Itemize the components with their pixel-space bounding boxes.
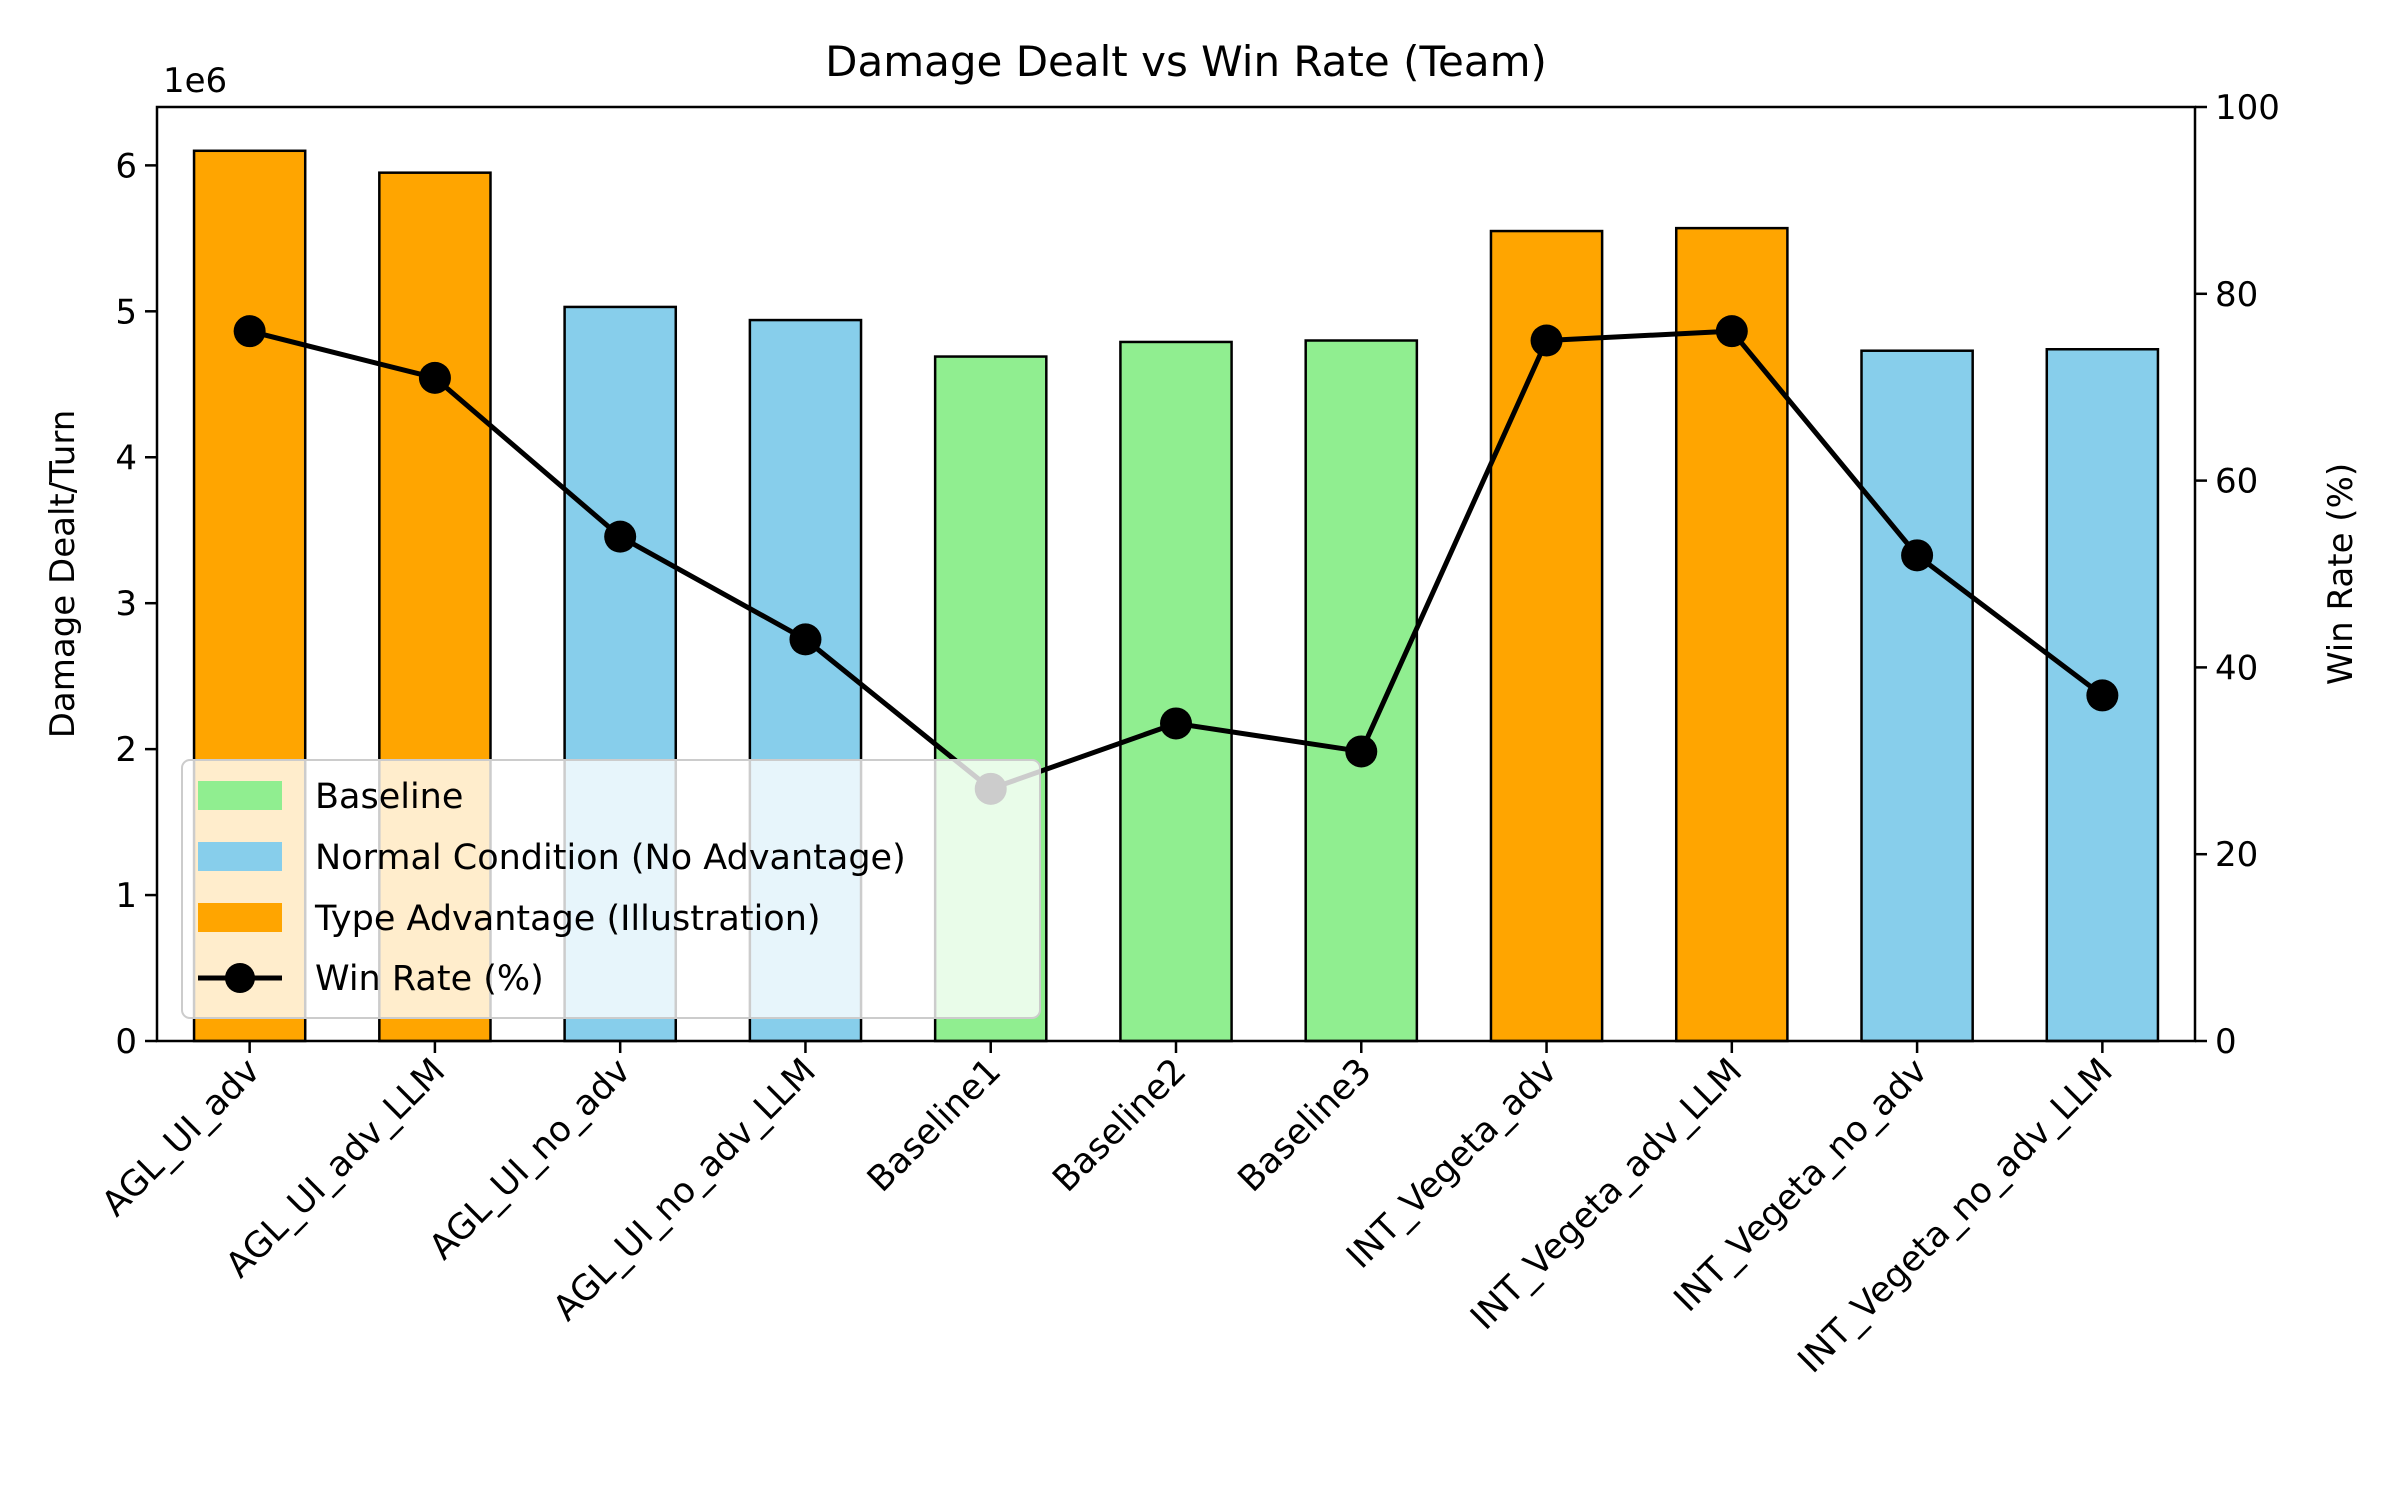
y-tick-label: 1: [115, 876, 137, 916]
bar-INT_Vegeta_no_adv: [1860, 349, 1974, 1043]
y-axis-label: Damage Dealt/Turn: [43, 410, 83, 739]
win-rate-point-INT_Vegeta_no_adv: [1901, 539, 1934, 572]
bar-Baseline2: [1119, 340, 1233, 1043]
win-rate-point-INT_Vegeta_adv: [1530, 324, 1563, 357]
legend-swatch-win-rate-marker: [225, 963, 255, 993]
legend-swatch-normal: [198, 842, 282, 871]
y2-tick-label: 80: [2215, 275, 2258, 315]
y-tick-label: 0: [115, 1022, 137, 1062]
y2-axis-label: Win Rate (%): [2321, 463, 2361, 685]
bar-INT_Vegeta_adv_LLM: [1674, 226, 1789, 1043]
y2-tick-label: 20: [2215, 835, 2258, 875]
y-tick-label: 6: [115, 146, 137, 186]
legend-label-type-advantage: Type Advantage (Illustration): [314, 899, 821, 939]
x-tick-label: AGL_UI_adv: [95, 1051, 268, 1224]
bar-INT_Vegeta_adv: [1489, 229, 1604, 1043]
y2-tick-label: 60: [2215, 462, 2258, 502]
x-tick-label: AGL_UI_no_adv: [422, 1051, 639, 1268]
win-rate-point-AGL_UI_adv: [233, 315, 266, 348]
legend-label-baseline: Baseline: [315, 777, 463, 817]
x-axis-ticks: AGL_UI_advAGL_UI_adv_LLMAGL_UI_no_advAGL…: [95, 1041, 2121, 1381]
win-rate-point-AGL_UI_no_adv_LLM: [789, 623, 822, 656]
legend-swatch-baseline: [198, 781, 282, 810]
x-tick-label: Baseline2: [1045, 1051, 1194, 1200]
win-rate-point-AGL_UI_no_adv: [604, 520, 637, 553]
legend-label-win-rate: Win Rate (%): [315, 959, 544, 999]
y2-tick-label: 40: [2215, 648, 2258, 688]
legend-box: [181, 759, 1041, 1019]
y-tick-label: 2: [115, 730, 137, 770]
win-rate-point-AGL_UI_adv_LLM: [418, 361, 451, 394]
y-multiplier: 1e6: [163, 61, 227, 101]
x-tick-label: INT_Vegeta_no_adv_LLM: [1791, 1051, 2121, 1381]
legend: Baseline Normal Condition (No Advantage)…: [181, 759, 1041, 1019]
win-rate-point-INT_Vegeta_adv_LLM: [1715, 315, 1748, 348]
win-rate-point-Baseline3: [1345, 735, 1378, 768]
x-tick-label: Baseline1: [860, 1051, 1009, 1200]
y-tick-label: 4: [115, 438, 137, 478]
win-rate-point-INT_Vegeta_no_adv_LLM: [2086, 679, 2119, 712]
legend-label-normal: Normal Condition (No Advantage): [315, 838, 906, 878]
legend-swatch-type-advantage: [198, 903, 282, 932]
y-axis-ticks: 0 1 2 3 4 5 6: [115, 146, 157, 1062]
y2-tick-label: 100: [2215, 88, 2280, 128]
y2-axis-ticks: 0 20 40 60 80 100: [2195, 88, 2280, 1062]
x-tick-label: Baseline3: [1231, 1051, 1380, 1200]
chart-title: Damage Dealt vs Win Rate (Team): [825, 37, 1547, 86]
win-rate-point-Baseline2: [1160, 707, 1192, 740]
bar-Baseline3: [1304, 339, 1419, 1043]
y-tick-label: 3: [115, 584, 137, 624]
y-tick-label: 5: [115, 292, 137, 332]
y2-tick-label: 0: [2215, 1022, 2237, 1062]
